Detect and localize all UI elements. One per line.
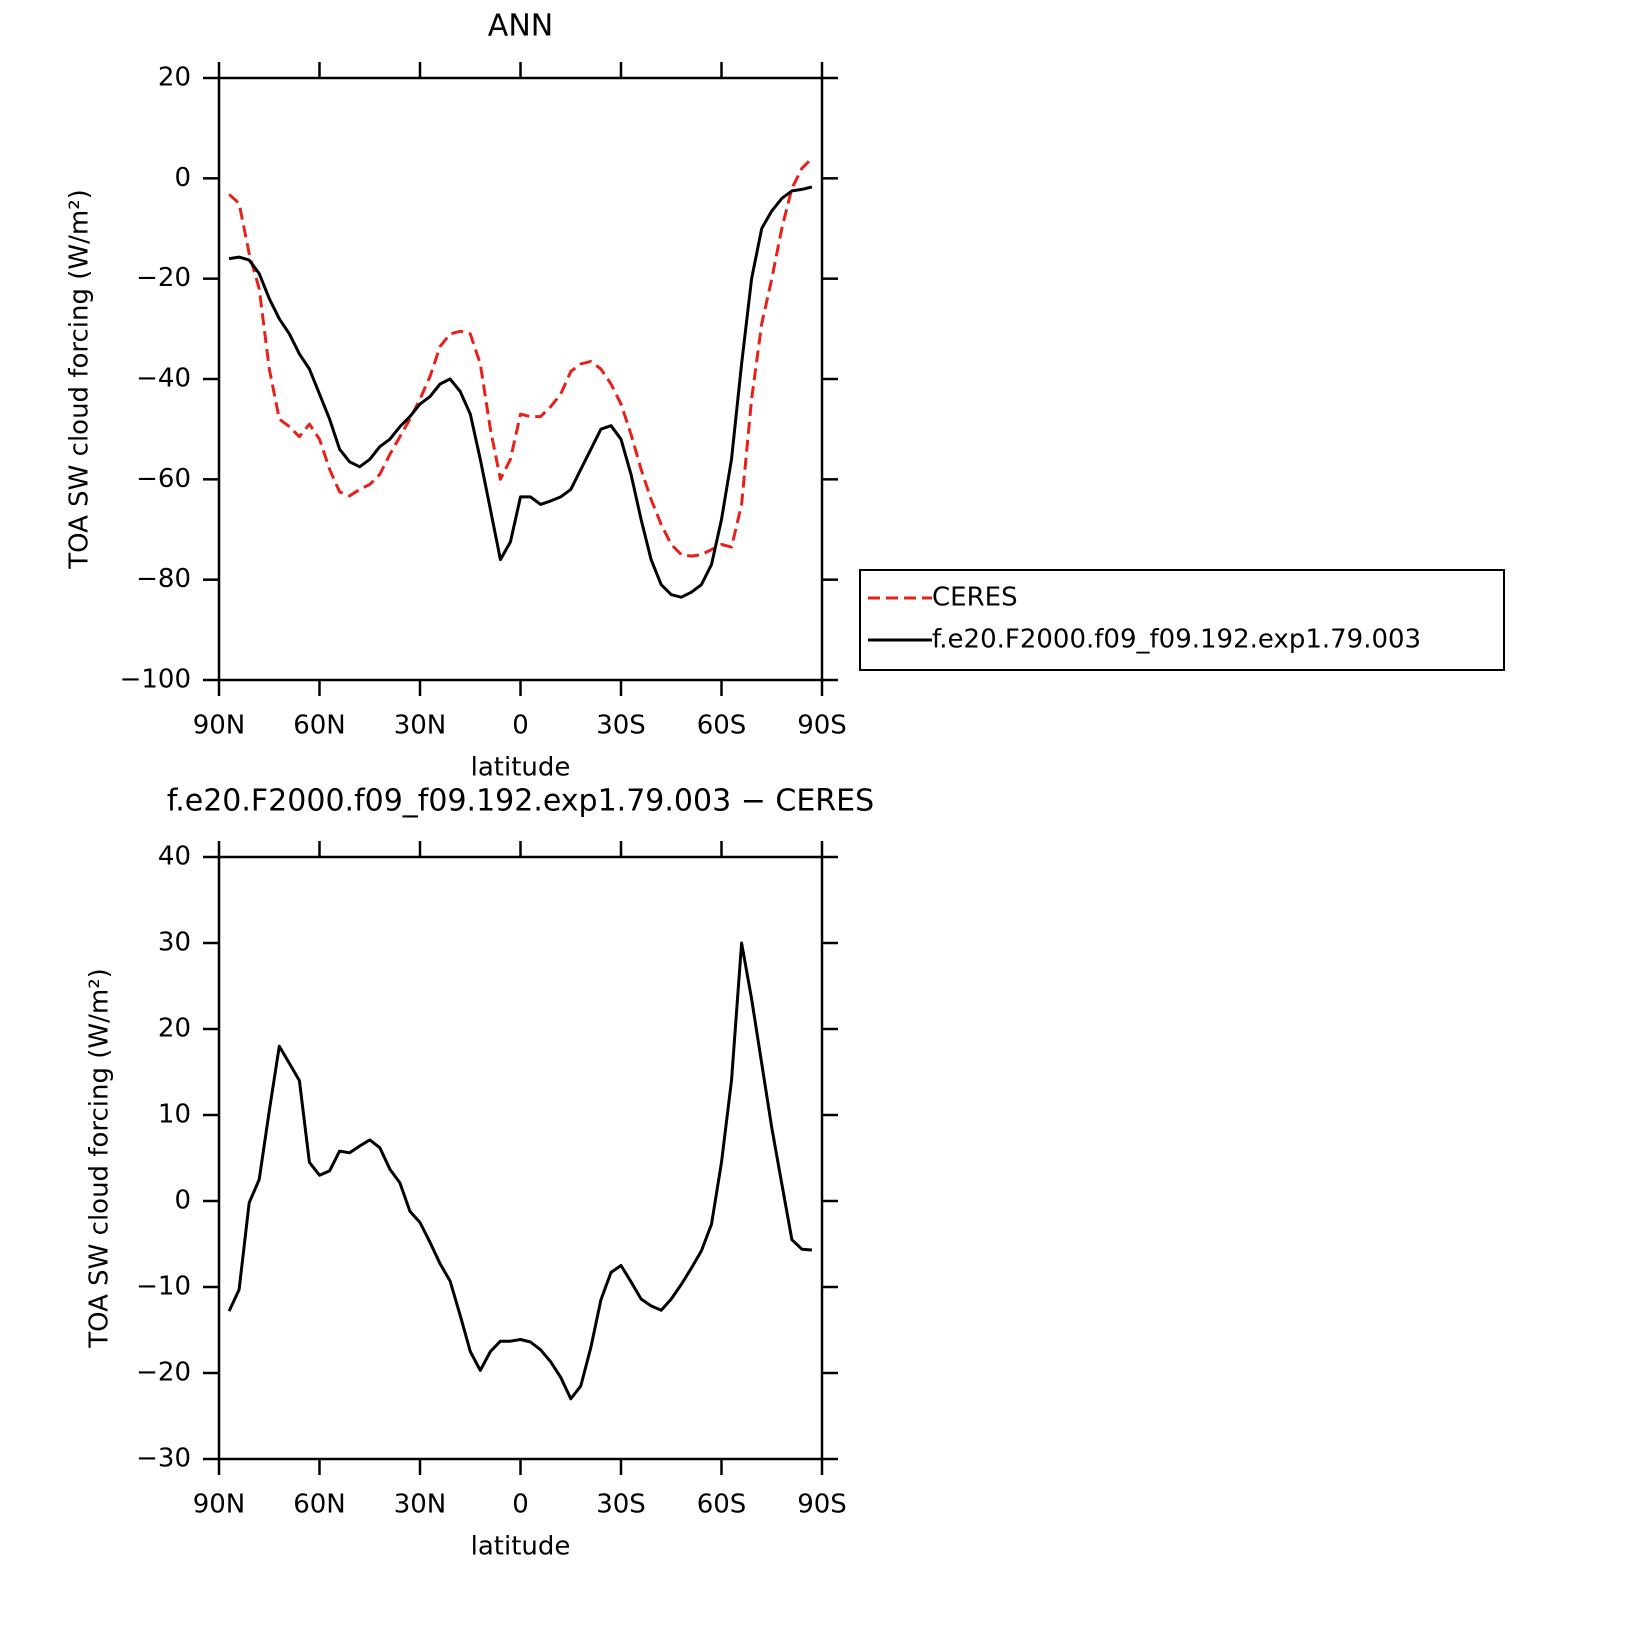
y-tick-label: −30 — [136, 1444, 191, 1474]
y-tick-label: 20 — [158, 63, 191, 93]
plot-frame — [217, 855, 824, 1461]
data-line — [227, 941, 813, 1401]
legend-label: f.e20.F2000.f09_f09.192.exp1.79.003 — [932, 625, 1421, 655]
y-tick-label: 0 — [174, 1186, 191, 1216]
x-tick-label: 90S — [797, 1490, 847, 1520]
x-tick-label: 90S — [797, 711, 847, 741]
x-tick-label: 60S — [697, 1490, 747, 1520]
y-tick-label: −40 — [136, 364, 191, 394]
y-tick-label: 30 — [158, 928, 191, 958]
y-tick-label: −60 — [136, 464, 191, 494]
y-tick-label: −20 — [136, 1358, 191, 1388]
y-tick-label: 40 — [158, 842, 191, 872]
y-tick-label: 20 — [158, 1014, 191, 1044]
y-axis-label: TOA SW cloud forcing (W/m²) — [65, 189, 95, 570]
x-axis-label: latitude — [471, 1532, 571, 1562]
y-tick-label: 0 — [174, 163, 191, 193]
chart-title: f.e20.F2000.f09_f09.192.exp1.79.003 − CE… — [167, 784, 874, 819]
x-tick-label: 0 — [512, 1490, 529, 1520]
x-axis-label: latitude — [471, 753, 571, 783]
x-tick-label: 90N — [193, 1490, 246, 1520]
legend-box — [859, 569, 1505, 671]
y-axis-label: TOA SW cloud forcing (W/m²) — [85, 968, 115, 1349]
y-tick-label: −100 — [120, 665, 191, 695]
y-tick-label: 10 — [158, 1100, 191, 1130]
plot-frame — [217, 76, 824, 682]
x-tick-label: 30S — [596, 1490, 646, 1520]
legend-label: CERES — [932, 583, 1018, 613]
x-tick-label: 0 — [512, 711, 529, 741]
y-tick-label: −20 — [136, 263, 191, 293]
x-tick-label: 30N — [394, 711, 447, 741]
chart-title: ANN — [488, 9, 553, 44]
x-tick-label: 60N — [293, 711, 346, 741]
x-tick-label: 30S — [596, 711, 646, 741]
data-line — [228, 185, 813, 599]
y-tick-label: −10 — [136, 1272, 191, 1302]
y-tick-label: −80 — [136, 564, 191, 594]
x-tick-label: 60N — [293, 1490, 346, 1520]
x-tick-label: 60S — [697, 711, 747, 741]
x-tick-label: 30N — [394, 1490, 447, 1520]
x-tick-label: 90N — [193, 711, 246, 741]
